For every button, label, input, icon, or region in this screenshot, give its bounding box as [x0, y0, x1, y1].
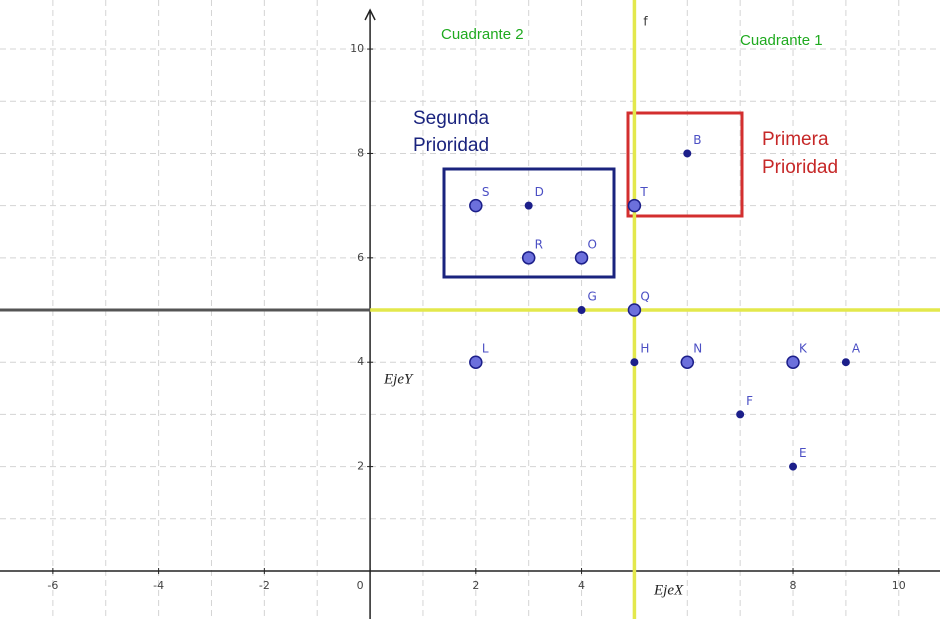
y-tick-label: 10	[350, 42, 364, 55]
annotation: Primera	[762, 129, 829, 150]
point	[469, 198, 483, 213]
line-label: f	[643, 15, 648, 29]
point	[521, 251, 536, 265]
point-label: R	[535, 237, 543, 251]
point	[683, 149, 692, 158]
annotation: Cuadrante 1	[740, 32, 823, 49]
y-tick-label: 6	[357, 251, 364, 264]
point-label: L	[482, 342, 489, 356]
point-label: A	[852, 342, 861, 356]
red-box	[626, 111, 744, 218]
axes: -6 -4 -2 0 2 4 8 10 2 4 6 8 10	[0, 8, 940, 619]
point	[841, 358, 850, 367]
point-label: T	[639, 185, 648, 199]
x-axis-label: EjeX	[653, 582, 684, 598]
point-label: N	[693, 342, 702, 356]
x-tick-label: 0	[357, 579, 364, 592]
x-tick-label: 4	[578, 579, 585, 592]
x-tick-label: -2	[259, 579, 270, 592]
point	[736, 410, 745, 419]
x-tick-label: 10	[892, 579, 906, 592]
point	[469, 355, 483, 369]
point	[789, 462, 798, 471]
point	[627, 198, 642, 213]
annotation: Prioridad	[762, 157, 838, 178]
point-label: K	[799, 342, 808, 356]
point	[577, 306, 586, 315]
x-tick-label: 8	[790, 579, 797, 592]
point-label: D	[535, 185, 544, 199]
x-tick-label: -6	[47, 579, 58, 592]
point-label: E	[799, 446, 807, 460]
point-label: B	[693, 133, 701, 147]
point-label: G	[588, 290, 597, 304]
y-tick-label: 2	[357, 460, 364, 473]
y-axis-arrow	[364, 8, 376, 21]
point	[574, 251, 589, 265]
blue-box	[442, 167, 616, 279]
annotation: Segunda	[413, 108, 490, 129]
x-tick-label: 2	[472, 579, 479, 592]
annotation: Prioridad	[413, 135, 489, 156]
point	[786, 355, 800, 369]
y-tick-label: 8	[357, 146, 364, 159]
point	[627, 303, 642, 317]
point	[680, 355, 695, 369]
points: B T S D R O G Q L H N K A F E	[469, 133, 861, 471]
point-label: F	[746, 394, 753, 408]
point-label: H	[640, 342, 649, 356]
x-tick-label: -4	[153, 579, 164, 592]
point	[524, 201, 533, 210]
point-label: O	[588, 237, 597, 251]
y-tick-label: 4	[357, 355, 364, 368]
point	[630, 358, 639, 367]
point-label: S	[482, 185, 490, 199]
y-axis-label: EjeY	[383, 371, 414, 387]
point-label: Q	[640, 290, 649, 304]
annotation: Cuadrante 2	[441, 26, 524, 43]
